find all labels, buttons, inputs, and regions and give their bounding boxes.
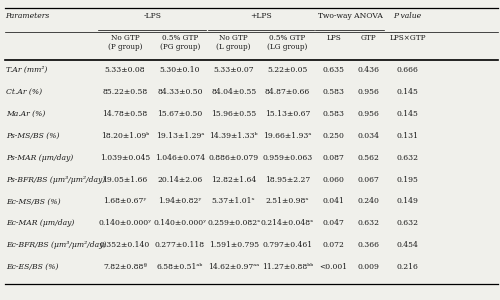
Text: Ec-ES/BS (%): Ec-ES/BS (%) [6,263,59,271]
Text: 0.635: 0.635 [323,66,345,74]
Text: 15.67±0.50: 15.67±0.50 [158,110,202,118]
Text: 0.5% GTP
(PG group): 0.5% GTP (PG group) [160,34,200,51]
Text: 14.39±1.33ᵇ: 14.39±1.33ᵇ [210,132,258,140]
Text: Ps-BFR/BS (μm³/μm²/day): Ps-BFR/BS (μm³/μm²/day) [6,176,105,184]
Text: 15.13±0.67: 15.13±0.67 [265,110,310,118]
Text: 1.039±0.045: 1.039±0.045 [100,154,150,162]
Text: 0.366: 0.366 [358,241,380,249]
Text: 0.259±0.082ˣ: 0.259±0.082ˣ [207,219,260,227]
Text: 0.060: 0.060 [323,176,344,184]
Text: 0.034: 0.034 [358,132,380,140]
Text: 0.959±0.063: 0.959±0.063 [262,154,312,162]
Text: 0.666: 0.666 [396,66,418,74]
Text: 5.37±1.01ˣ: 5.37±1.01ˣ [212,197,256,206]
Text: 0.277±0.118: 0.277±0.118 [155,241,205,249]
Text: 0.047: 0.047 [323,219,344,227]
Text: 0.067: 0.067 [358,176,380,184]
Text: 0.436: 0.436 [358,66,380,74]
Text: 12.82±1.64: 12.82±1.64 [211,176,256,184]
Text: 84.33±0.50: 84.33±0.50 [157,88,203,96]
Text: No GTP
(P group): No GTP (P group) [108,34,142,51]
Text: 0.250: 0.250 [323,132,344,140]
Text: 20.14±2.06: 20.14±2.06 [158,176,202,184]
Text: 7.82±0.88ª: 7.82±0.88ª [103,263,147,271]
Text: Ec-MS/BS (%): Ec-MS/BS (%) [6,197,60,206]
Text: Parameters: Parameters [5,12,49,20]
Text: P value: P value [394,12,421,20]
Text: 18.20±1.09ᵇ: 18.20±1.09ᵇ [101,132,149,140]
Text: 19.66±1.93ᵃ: 19.66±1.93ᵃ [264,132,312,140]
Text: 0.145: 0.145 [396,110,418,118]
Text: 0.072: 0.072 [323,241,344,249]
Text: 0.195: 0.195 [396,176,418,184]
Text: 15.96±0.55: 15.96±0.55 [211,110,256,118]
Text: 0.956: 0.956 [358,88,380,96]
Text: LPS: LPS [326,34,341,42]
Text: 0.041: 0.041 [323,197,344,206]
Text: 0.632: 0.632 [396,219,418,227]
Text: Ps-MAR (μm/day): Ps-MAR (μm/day) [6,154,73,162]
Text: 0.214±0.048ˣ: 0.214±0.048ˣ [261,219,314,227]
Text: 1.68±0.67ʸ: 1.68±0.67ʸ [103,197,147,206]
Text: 0.087: 0.087 [323,154,344,162]
Text: 0.149: 0.149 [396,197,418,206]
Text: Two-way ANOVA: Two-way ANOVA [318,12,382,20]
Text: 85.22±0.58: 85.22±0.58 [102,88,148,96]
Text: 0.886±0.079: 0.886±0.079 [208,154,259,162]
Text: 1.94±0.82ʸ: 1.94±0.82ʸ [158,197,202,206]
Text: GTP: GTP [361,34,376,42]
Text: 1.046±0.074: 1.046±0.074 [155,154,205,162]
Text: 0.562: 0.562 [358,154,380,162]
Text: 0.352±0.140: 0.352±0.140 [100,241,150,249]
Text: 19.13±1.29ᵃ: 19.13±1.29ᵃ [156,132,204,140]
Text: 0.140±0.000ʸ: 0.140±0.000ʸ [154,219,206,227]
Text: 0.145: 0.145 [396,88,418,96]
Text: 5.30±0.10: 5.30±0.10 [160,66,200,74]
Text: 0.5% GTP
(LG group): 0.5% GTP (LG group) [268,34,308,51]
Text: 2.51±0.98ˣ: 2.51±0.98ˣ [266,197,310,206]
Text: 5.33±0.08: 5.33±0.08 [104,66,146,74]
Text: 0.956: 0.956 [358,110,380,118]
Text: 0.583: 0.583 [323,110,345,118]
Text: Ec-BFR/BS (μm³/μm²/day): Ec-BFR/BS (μm³/μm²/day) [6,241,106,249]
Text: 19.05±1.66: 19.05±1.66 [102,176,148,184]
Text: Ma.Ar (%): Ma.Ar (%) [6,110,46,118]
Text: 0.240: 0.240 [358,197,380,206]
Text: 0.583: 0.583 [323,88,345,96]
Text: 84.87±0.66: 84.87±0.66 [265,88,310,96]
Text: +LPS: +LPS [250,12,272,20]
Text: 1.591±0.795: 1.591±0.795 [208,241,259,249]
Text: 0.009: 0.009 [358,263,380,271]
Text: 0.216: 0.216 [396,263,418,271]
Text: Ec-MAR (μm/day): Ec-MAR (μm/day) [6,219,74,227]
Text: -LPS: -LPS [144,12,162,20]
Text: 0.454: 0.454 [396,241,418,249]
Text: 0.632: 0.632 [358,219,380,227]
Text: 18.95±2.27: 18.95±2.27 [265,176,310,184]
Text: 14.78±0.58: 14.78±0.58 [102,110,148,118]
Text: 6.58±0.51ᵃᵇ: 6.58±0.51ᵃᵇ [157,263,203,271]
Text: 0.797±0.461: 0.797±0.461 [262,241,312,249]
Text: 0.131: 0.131 [396,132,418,140]
Text: Ct.Ar (%): Ct.Ar (%) [6,88,42,96]
Text: 5.33±0.07: 5.33±0.07 [214,66,254,74]
Text: <0.001: <0.001 [320,263,348,271]
Text: 0.632: 0.632 [396,154,418,162]
Text: 84.04±0.55: 84.04±0.55 [211,88,256,96]
Text: 11.27±0.88ᵇᵇ: 11.27±0.88ᵇᵇ [262,263,313,271]
Text: No GTP
(L group): No GTP (L group) [216,34,251,51]
Text: 0.140±0.000ʸ: 0.140±0.000ʸ [98,219,152,227]
Text: T.Ar (mm²): T.Ar (mm²) [6,66,48,74]
Text: 5.22±0.05: 5.22±0.05 [268,66,308,74]
Text: LPS×GTP: LPS×GTP [390,34,426,42]
Text: 14.62±0.97ᵃᵃ: 14.62±0.97ᵃᵃ [208,263,260,271]
Text: Ps-MS/BS (%): Ps-MS/BS (%) [6,132,60,140]
